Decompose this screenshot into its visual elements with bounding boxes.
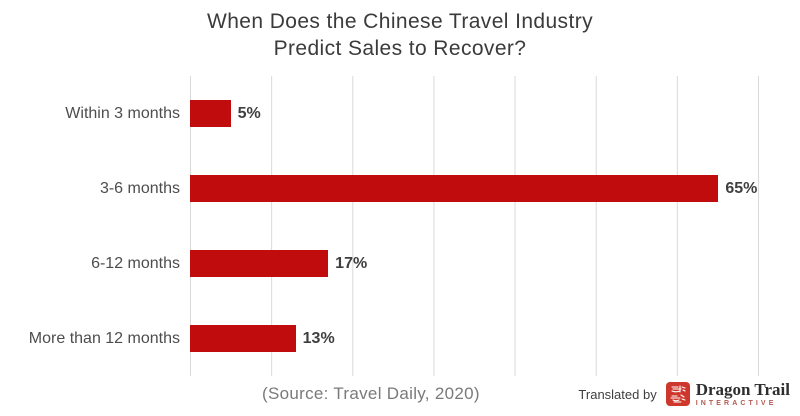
translated-by-label: Translated by xyxy=(578,386,657,402)
bar xyxy=(190,175,719,202)
value-label: 17% xyxy=(335,254,368,272)
bar-row: 65% xyxy=(190,151,759,226)
bar xyxy=(190,250,329,277)
bar-row: 5% xyxy=(190,76,759,151)
chart-title-line2: Predict Sales to Recover? xyxy=(273,37,527,60)
brand-subtitle: INTERACTIVE xyxy=(695,400,777,407)
dragon-trail-seal-icon xyxy=(665,382,690,406)
category-label: 3-6 months xyxy=(99,179,180,197)
chart-title: When Does the Chinese Travel Industry Pr… xyxy=(0,8,800,62)
chart-title-line1: When Does the Chinese Travel Industry xyxy=(207,10,593,33)
brand-text: Dragon Trail INTERACTIVE xyxy=(696,381,790,407)
bar xyxy=(190,100,231,127)
value-label: 65% xyxy=(725,179,758,197)
bar-row: 13% xyxy=(190,301,759,376)
value-label: 5% xyxy=(237,104,261,122)
category-labels: Within 3 months 3-6 months 6-12 months More… xyxy=(0,76,190,376)
category-label: 6-12 months xyxy=(91,254,180,272)
brand-name: Dragon Trail xyxy=(695,380,790,399)
category-label: Within 3 months xyxy=(65,104,180,122)
bar-chart: Within 3 months 3-6 months 6-12 months More… xyxy=(0,76,759,376)
footer: (Source: Travel Daily, 2020) Translated … xyxy=(0,378,800,410)
source-note: (Source: Travel Daily, 2020) xyxy=(262,384,480,403)
bar xyxy=(190,325,296,352)
value-label: 13% xyxy=(302,329,335,347)
brand-group: Translated by Dragon Trail INTERACTIVE xyxy=(578,381,790,407)
bar-row: 17% xyxy=(190,226,759,301)
plot-area: 5% 65% 17% 13% xyxy=(190,76,759,376)
category-label: More than 12 months xyxy=(28,329,180,347)
